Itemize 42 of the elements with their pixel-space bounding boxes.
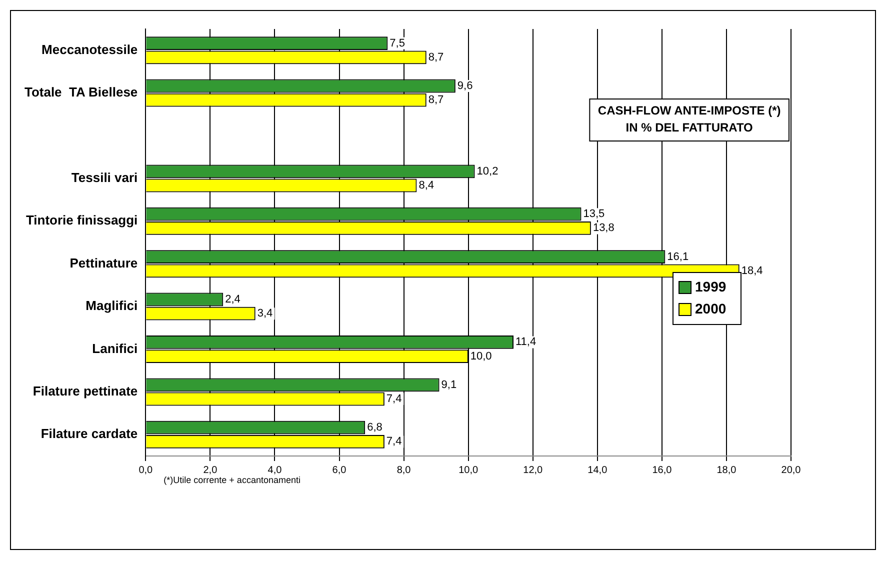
data-label: 10,2 (476, 165, 498, 178)
y-tick-label: Filature cardate (40, 426, 138, 442)
y-tick-label: Pettinature (70, 255, 138, 270)
legend-label: 2000 (695, 300, 726, 316)
data-label: 8,7 (428, 51, 444, 64)
x-tick-label: 12,0 (523, 464, 544, 476)
x-tick-label: 14,0 (588, 464, 608, 476)
data-label: 7,4 (386, 436, 402, 448)
y-tick-label: Maglifici (86, 298, 138, 314)
data-label: 7,4 (386, 393, 402, 406)
y-tick-label: Meccanotessile (42, 42, 138, 57)
data-label: 16,1 (667, 250, 689, 263)
text: (*)Utile corrente + accantonamenti (164, 474, 300, 485)
data-label: 10,0 (470, 350, 492, 362)
data-label: 9,6 (457, 80, 473, 92)
x-tick-label: 16,0 (652, 464, 672, 476)
data-label: 9,1 (441, 378, 457, 391)
x-tick-label: 8,0 (396, 464, 412, 476)
text: CASH-FLOW ANTE-IMPOSTE (*) IN % DEL FATTURATO (598, 103, 781, 134)
y-tick-label: Lanifici (92, 340, 138, 356)
x-tick-label: 2,0 (203, 464, 218, 476)
y-tick-label: Totale TA Biellese (24, 84, 138, 100)
x-tick-label: 6,0 (332, 464, 347, 476)
y-tick-label: Tintorie finissaggi (26, 212, 138, 228)
x-tick-label: 0,0 (138, 464, 154, 476)
x-tick-label: 20,0 (781, 464, 802, 476)
data-label: 7,5 (390, 37, 405, 50)
data-label: 18,4 (741, 264, 763, 277)
x-tick-label: 18,0 (716, 464, 737, 476)
legend-label: 1999 (695, 278, 726, 294)
data-label: 13,5 (583, 208, 605, 220)
data-label: 8,4 (418, 180, 434, 192)
x-tick-label: 10,0 (458, 464, 478, 476)
x-tick-label: 4,0 (268, 464, 282, 476)
data-label: 11,4 (516, 336, 536, 348)
y-tick-label: Filature pettinate (32, 384, 138, 399)
data-label: 13,8 (592, 222, 614, 234)
data-label: 8,7 (428, 94, 444, 106)
data-label: 3,4 (257, 308, 273, 320)
data-label: 2,4 (225, 294, 240, 306)
y-tick-label: Tessili vari (71, 170, 138, 186)
data-label: 6,8 (367, 422, 382, 434)
